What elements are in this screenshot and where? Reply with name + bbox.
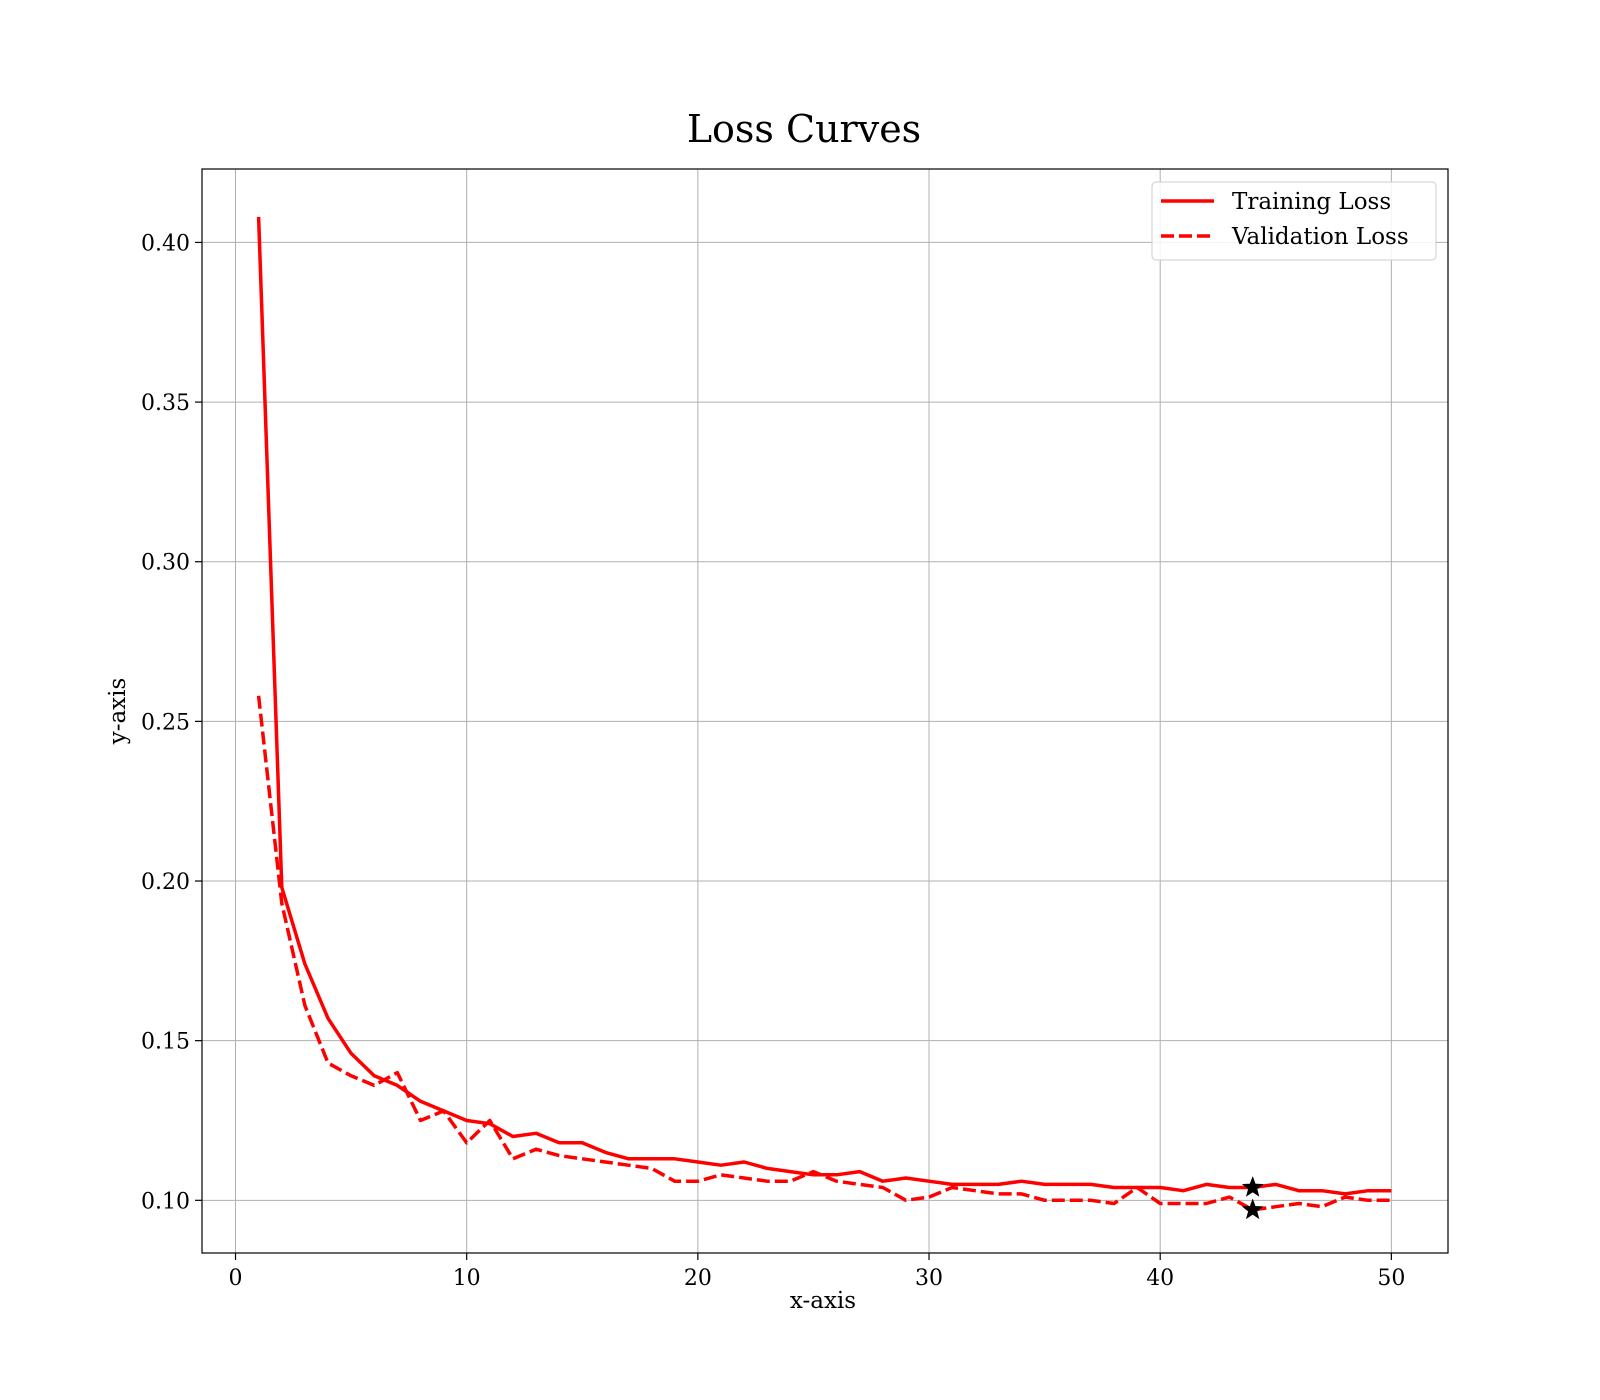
x-tick-label: 40 [1146,1266,1174,1291]
series-lines [256,216,1392,1212]
legend-label-training: Training Loss [1232,189,1391,215]
legend-label-validation: Validation Loss [1231,224,1409,250]
star-marker [1241,1176,1264,1197]
markers [1241,1176,1264,1220]
y-tick-label: 0.15 [141,1030,190,1055]
star-marker [1241,1198,1264,1220]
axis-ticks: 0 10 20 30 40 50 0.10 0.15 0.20 0.25 0.30 0.35 0.40 [141,231,1405,1291]
x-tick-label: 0 [229,1266,243,1291]
y-tick-label: 0.30 [141,551,190,576]
training-loss-line [256,216,1392,1196]
y-tick-label: 0.35 [141,391,190,416]
x-tick-label: 50 [1377,1266,1405,1291]
chart-title: Loss Curves [687,107,921,151]
legend-box [1151,181,1437,261]
x-tick-label: 30 [915,1266,943,1291]
legend: Training Loss Validation Loss [1151,181,1437,261]
y-tick-label: 0.20 [141,870,190,895]
x-axis-label: x-axis [790,1288,856,1314]
y-tick-label: 0.25 [141,710,190,735]
plot-area-frame [201,168,1449,1254]
grid [202,169,1448,1253]
y-tick-label: 0.40 [141,231,190,256]
y-axis-label: y-axis [105,678,131,746]
y-tick-label: 0.10 [141,1189,190,1214]
x-tick-label: 10 [453,1266,481,1291]
x-tick-label: 20 [684,1266,712,1291]
